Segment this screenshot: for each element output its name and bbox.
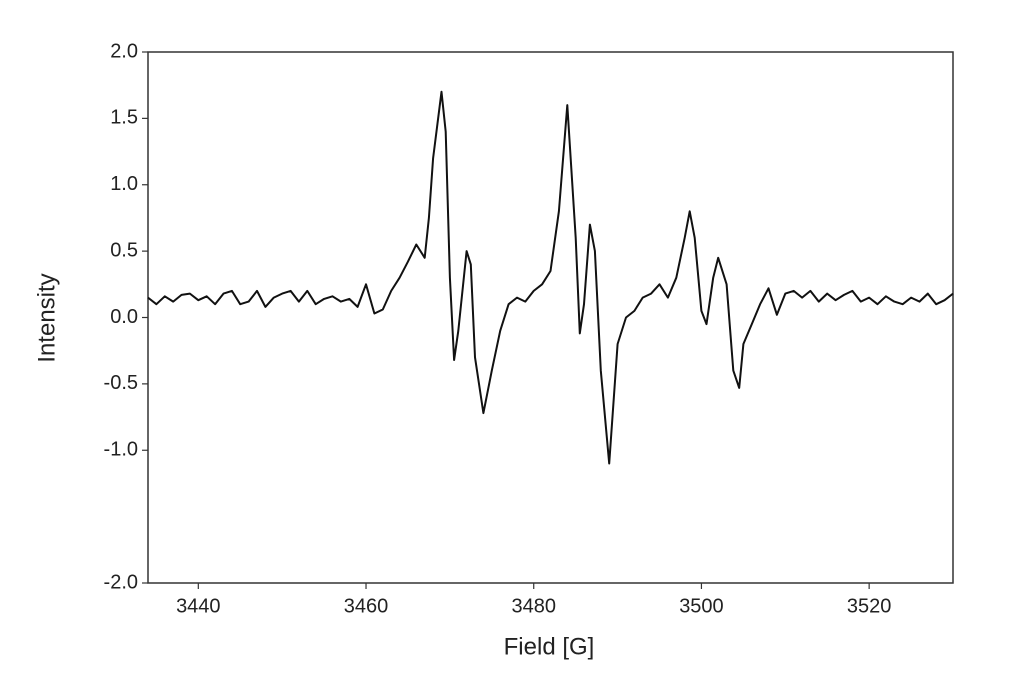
y-tick-label: 1.5 [110, 107, 138, 129]
x-tick-label: 3500 [679, 595, 724, 617]
y-tick-label: -1.0 [104, 439, 138, 461]
y-tick-label: 0.5 [110, 239, 138, 261]
x-tick-label: 3460 [344, 595, 389, 617]
y-tick-label: 1.0 [110, 173, 138, 195]
spectrum-line [147, 90, 954, 465]
x-tick-label: 3480 [511, 595, 556, 617]
y-tick-label: -0.5 [104, 372, 138, 394]
plot-frame [147, 51, 954, 584]
y-tick-label: -2.0 [104, 571, 138, 593]
y-axis-label: Intensity [33, 273, 60, 362]
y-tick-label: 0.0 [110, 306, 138, 328]
y-tick-label: 2.0 [110, 40, 138, 62]
x-tick-label: 3440 [176, 595, 221, 617]
x-axis-label: Field [G] [504, 633, 595, 660]
x-tick-label: 3520 [847, 595, 892, 617]
